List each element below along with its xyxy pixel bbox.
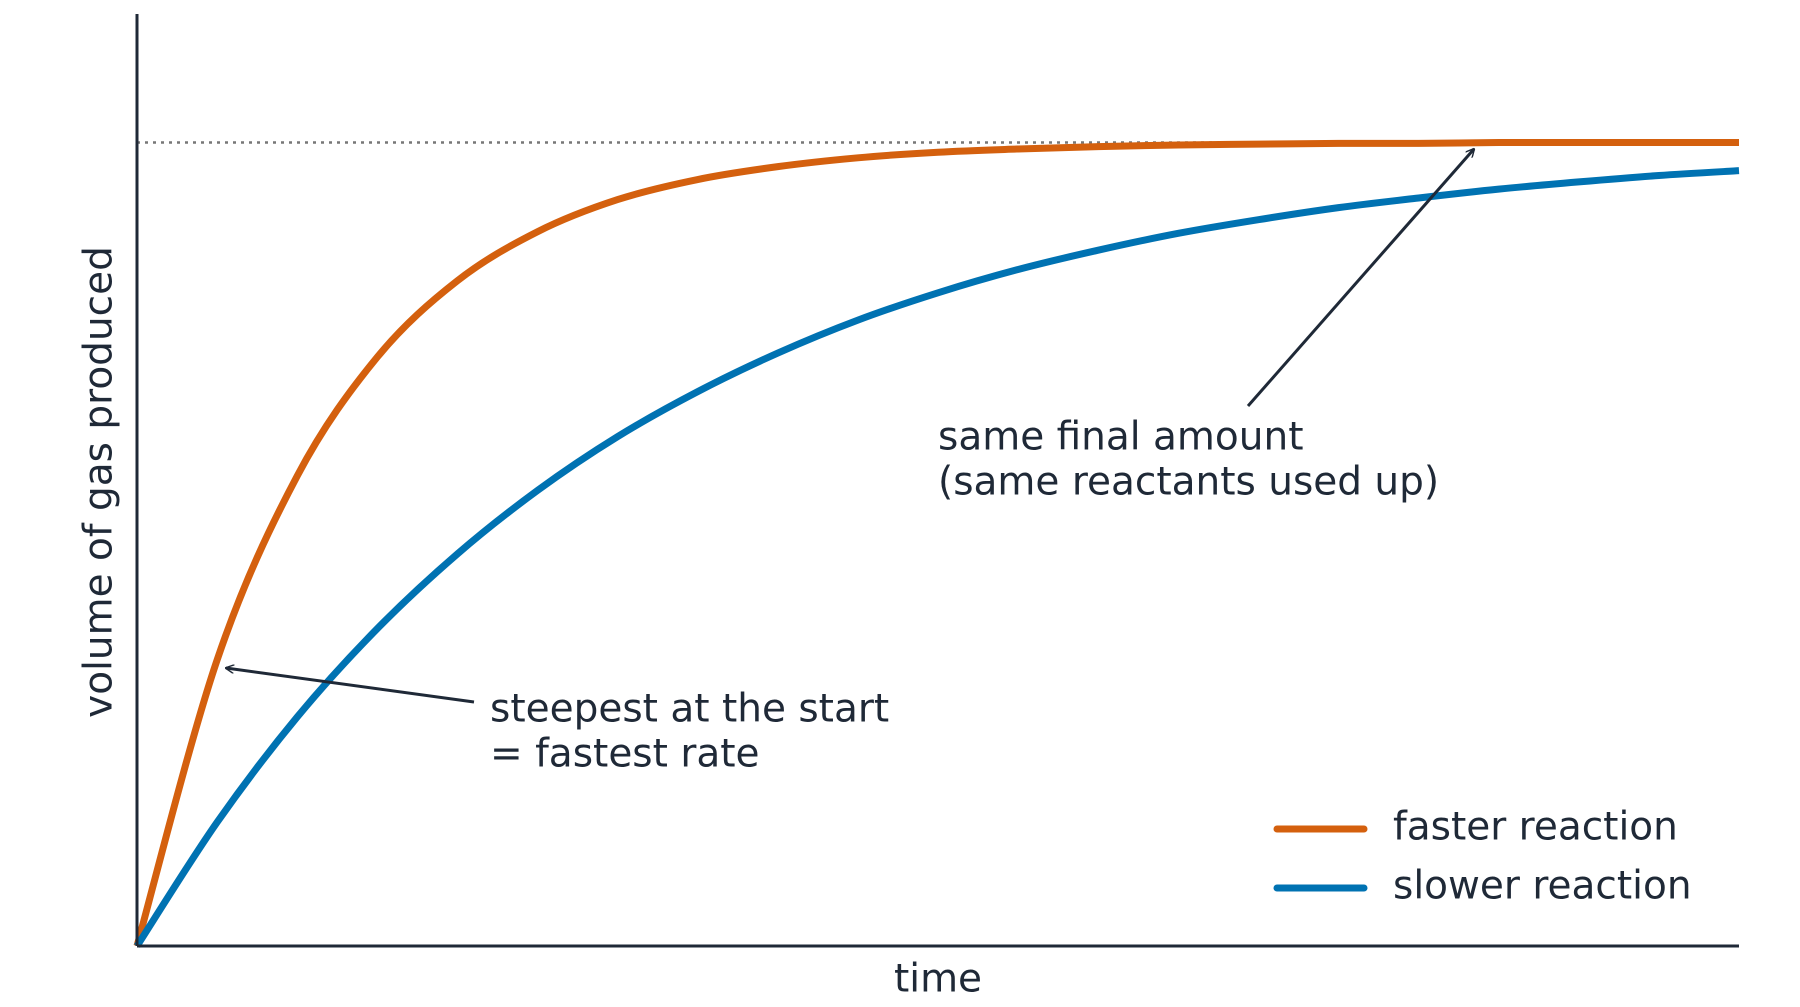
data-line [133, 138, 1739, 947]
x-axis-label: time [894, 957, 982, 1002]
annotation-text: same final amount [938, 415, 1304, 460]
annotation-text: steepest at the start [490, 687, 889, 732]
annotation-arrow [1246, 149, 1474, 407]
legend-label: slower reaction [1393, 864, 1692, 909]
annotation-arrow [226, 668, 475, 704]
annotation-text: (same reactants used up) [938, 460, 1439, 505]
data-line [134, 167, 1740, 948]
legend-label: faster reaction [1393, 805, 1678, 850]
annotation-text: = fastest rate [490, 732, 760, 777]
y-axis-label: volume of gas produced [77, 246, 122, 718]
